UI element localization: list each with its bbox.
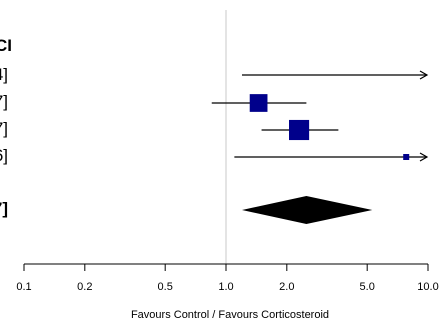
x-tick-label-5: 2.0	[279, 281, 294, 293]
x-tick-label-6: 5.0	[360, 281, 375, 293]
x-axis-title: Favours Control / Favours Corticosteroid	[131, 309, 329, 321]
x-tick-label-1: 0.1	[16, 281, 31, 293]
ci-arrow-4	[419, 152, 429, 162]
study-label-4: 6]	[0, 146, 8, 165]
x-tick-label-3: 0.5	[158, 281, 173, 293]
header-ci-fragment: CI	[0, 36, 12, 55]
pooled-label: 7]	[0, 199, 8, 218]
x-tick-label-4: 1.0	[218, 281, 233, 293]
study-label-3: 7]	[0, 119, 8, 138]
point-estimate-box-2	[249, 94, 268, 112]
study-label-1: 4]	[0, 65, 8, 84]
x-tick-label-7: 10.0	[417, 281, 438, 293]
point-estimate-box-4	[403, 154, 410, 160]
ci-arrow-1	[419, 70, 429, 80]
point-estimate-box-3	[289, 119, 310, 141]
x-tick-label-2: 0.2	[77, 281, 92, 293]
pooled-diamond	[241, 196, 373, 224]
study-label-2: 7]	[0, 92, 8, 111]
